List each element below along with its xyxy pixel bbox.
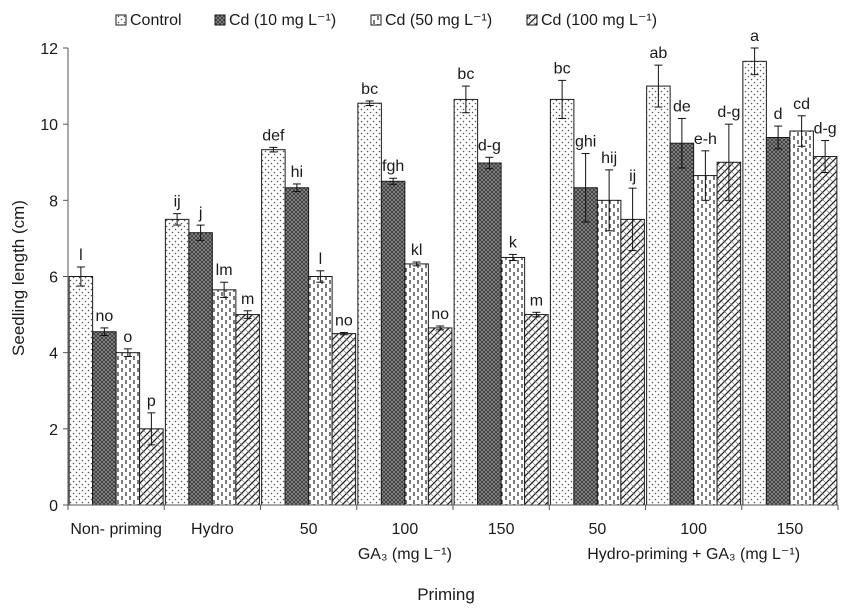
y-tick-label: 10 [40, 117, 58, 134]
bar [427, 327, 453, 506]
significance-label: j [198, 205, 203, 222]
bar [331, 333, 357, 506]
bar [573, 187, 598, 506]
significance-label: bc [554, 60, 571, 77]
bar [453, 98, 479, 506]
significance-label: ghi [575, 133, 596, 150]
bar [284, 187, 310, 506]
significance-label: bc [361, 81, 378, 98]
bar [404, 263, 429, 506]
x-axis: Non- priming Hydro 50 100 150 50 100 150 GA₃ (mg… [67, 504, 839, 563]
bar [646, 85, 671, 506]
x-category-label: Hydro [191, 521, 234, 538]
legend-label: Cd (100 mg L⁻¹) [541, 12, 657, 29]
significance-label: d-g [814, 121, 837, 138]
significance-label: no [95, 308, 113, 325]
legend-swatch [370, 14, 382, 26]
bar [524, 314, 549, 506]
y-tick-label: 2 [49, 422, 58, 439]
significance-label: ab [649, 45, 667, 62]
legend-swatch [115, 14, 127, 26]
bar [211, 289, 237, 506]
significance-label: hi [291, 164, 303, 181]
y-tick-label: 8 [49, 193, 58, 210]
y-axis-title: Seedling length (cm) [9, 200, 28, 356]
bar [742, 60, 767, 506]
x-group-label: GA₃ (mg L⁻¹) [358, 546, 452, 563]
significance-label: d [774, 106, 783, 123]
significance-label: k [509, 234, 518, 251]
bar-area: l ij def bc bc bc ab a no j hi fgh d-g ghi de d o lm l kl k h… [68, 28, 838, 506]
significance-label: a [750, 28, 759, 45]
significance-label: l [79, 247, 83, 264]
legend-label: Control [130, 12, 182, 29]
bar [812, 156, 838, 506]
bar [380, 180, 406, 506]
bar [261, 149, 286, 506]
significance-label: no [335, 312, 353, 329]
significance-label: d-g [717, 104, 740, 121]
bar [669, 142, 695, 506]
x-category-label: 50 [300, 521, 318, 538]
legend-label: Cd (10 mg L⁻¹) [229, 12, 336, 29]
legend-label: Cd (50 mg L⁻¹) [385, 12, 492, 29]
significance-label: bc [457, 66, 474, 83]
significance-label: o [123, 329, 132, 346]
bar [308, 276, 333, 506]
bar [596, 199, 622, 506]
bar [693, 175, 718, 506]
bar [115, 352, 141, 506]
legend-swatch [214, 14, 226, 26]
significance-label: ij [629, 168, 636, 185]
y-tick-label: 0 [49, 498, 58, 515]
bar [164, 218, 190, 506]
bar [235, 314, 260, 506]
significance-label: fgh [382, 158, 404, 175]
significance-label: hij [601, 150, 617, 167]
y-tick-label: 6 [49, 270, 58, 287]
bar [92, 331, 117, 506]
significance-label: kl [411, 242, 423, 259]
bar [357, 102, 382, 506]
bar [765, 136, 791, 506]
bar [716, 161, 742, 506]
significance-label: cd [793, 96, 810, 113]
significance-label: no [431, 306, 449, 323]
x-category-label: 50 [588, 521, 606, 538]
x-category-label: Non- priming [70, 521, 162, 538]
significance-label: lm [216, 262, 233, 279]
significance-label: m [530, 292, 543, 309]
significance-label: ij [174, 194, 181, 211]
bar [188, 232, 213, 506]
bar [549, 98, 575, 506]
bar [789, 130, 814, 506]
significance-label: def [262, 127, 285, 144]
bar [477, 162, 502, 506]
x-category-label: 150 [777, 521, 804, 538]
significance-label: d-g [478, 137, 501, 154]
bar [68, 276, 94, 506]
y-tick-label: 4 [49, 346, 58, 363]
significance-label: m [241, 291, 254, 308]
significance-label: de [673, 98, 691, 115]
y-axis: 0 2 4 6 8 10 12 [40, 41, 69, 515]
x-category-label: 150 [488, 521, 515, 538]
x-group-label: Hydro-priming + GA₃ (mg L⁻¹) [587, 546, 800, 563]
x-axis-title: Priming [417, 585, 475, 604]
legend: Control Cd (10 mg L⁻¹) Cd (50 mg L⁻¹) Cd (1… [115, 12, 657, 29]
x-category-label: 100 [392, 521, 419, 538]
significance-label: p [147, 393, 156, 410]
legend-swatch [526, 14, 538, 26]
bar [620, 218, 645, 506]
significance-label: l [319, 251, 323, 268]
significance-label: e-h [694, 131, 717, 148]
x-category-label: 100 [680, 521, 707, 538]
bar [500, 256, 526, 506]
y-tick-label: 12 [40, 41, 58, 58]
